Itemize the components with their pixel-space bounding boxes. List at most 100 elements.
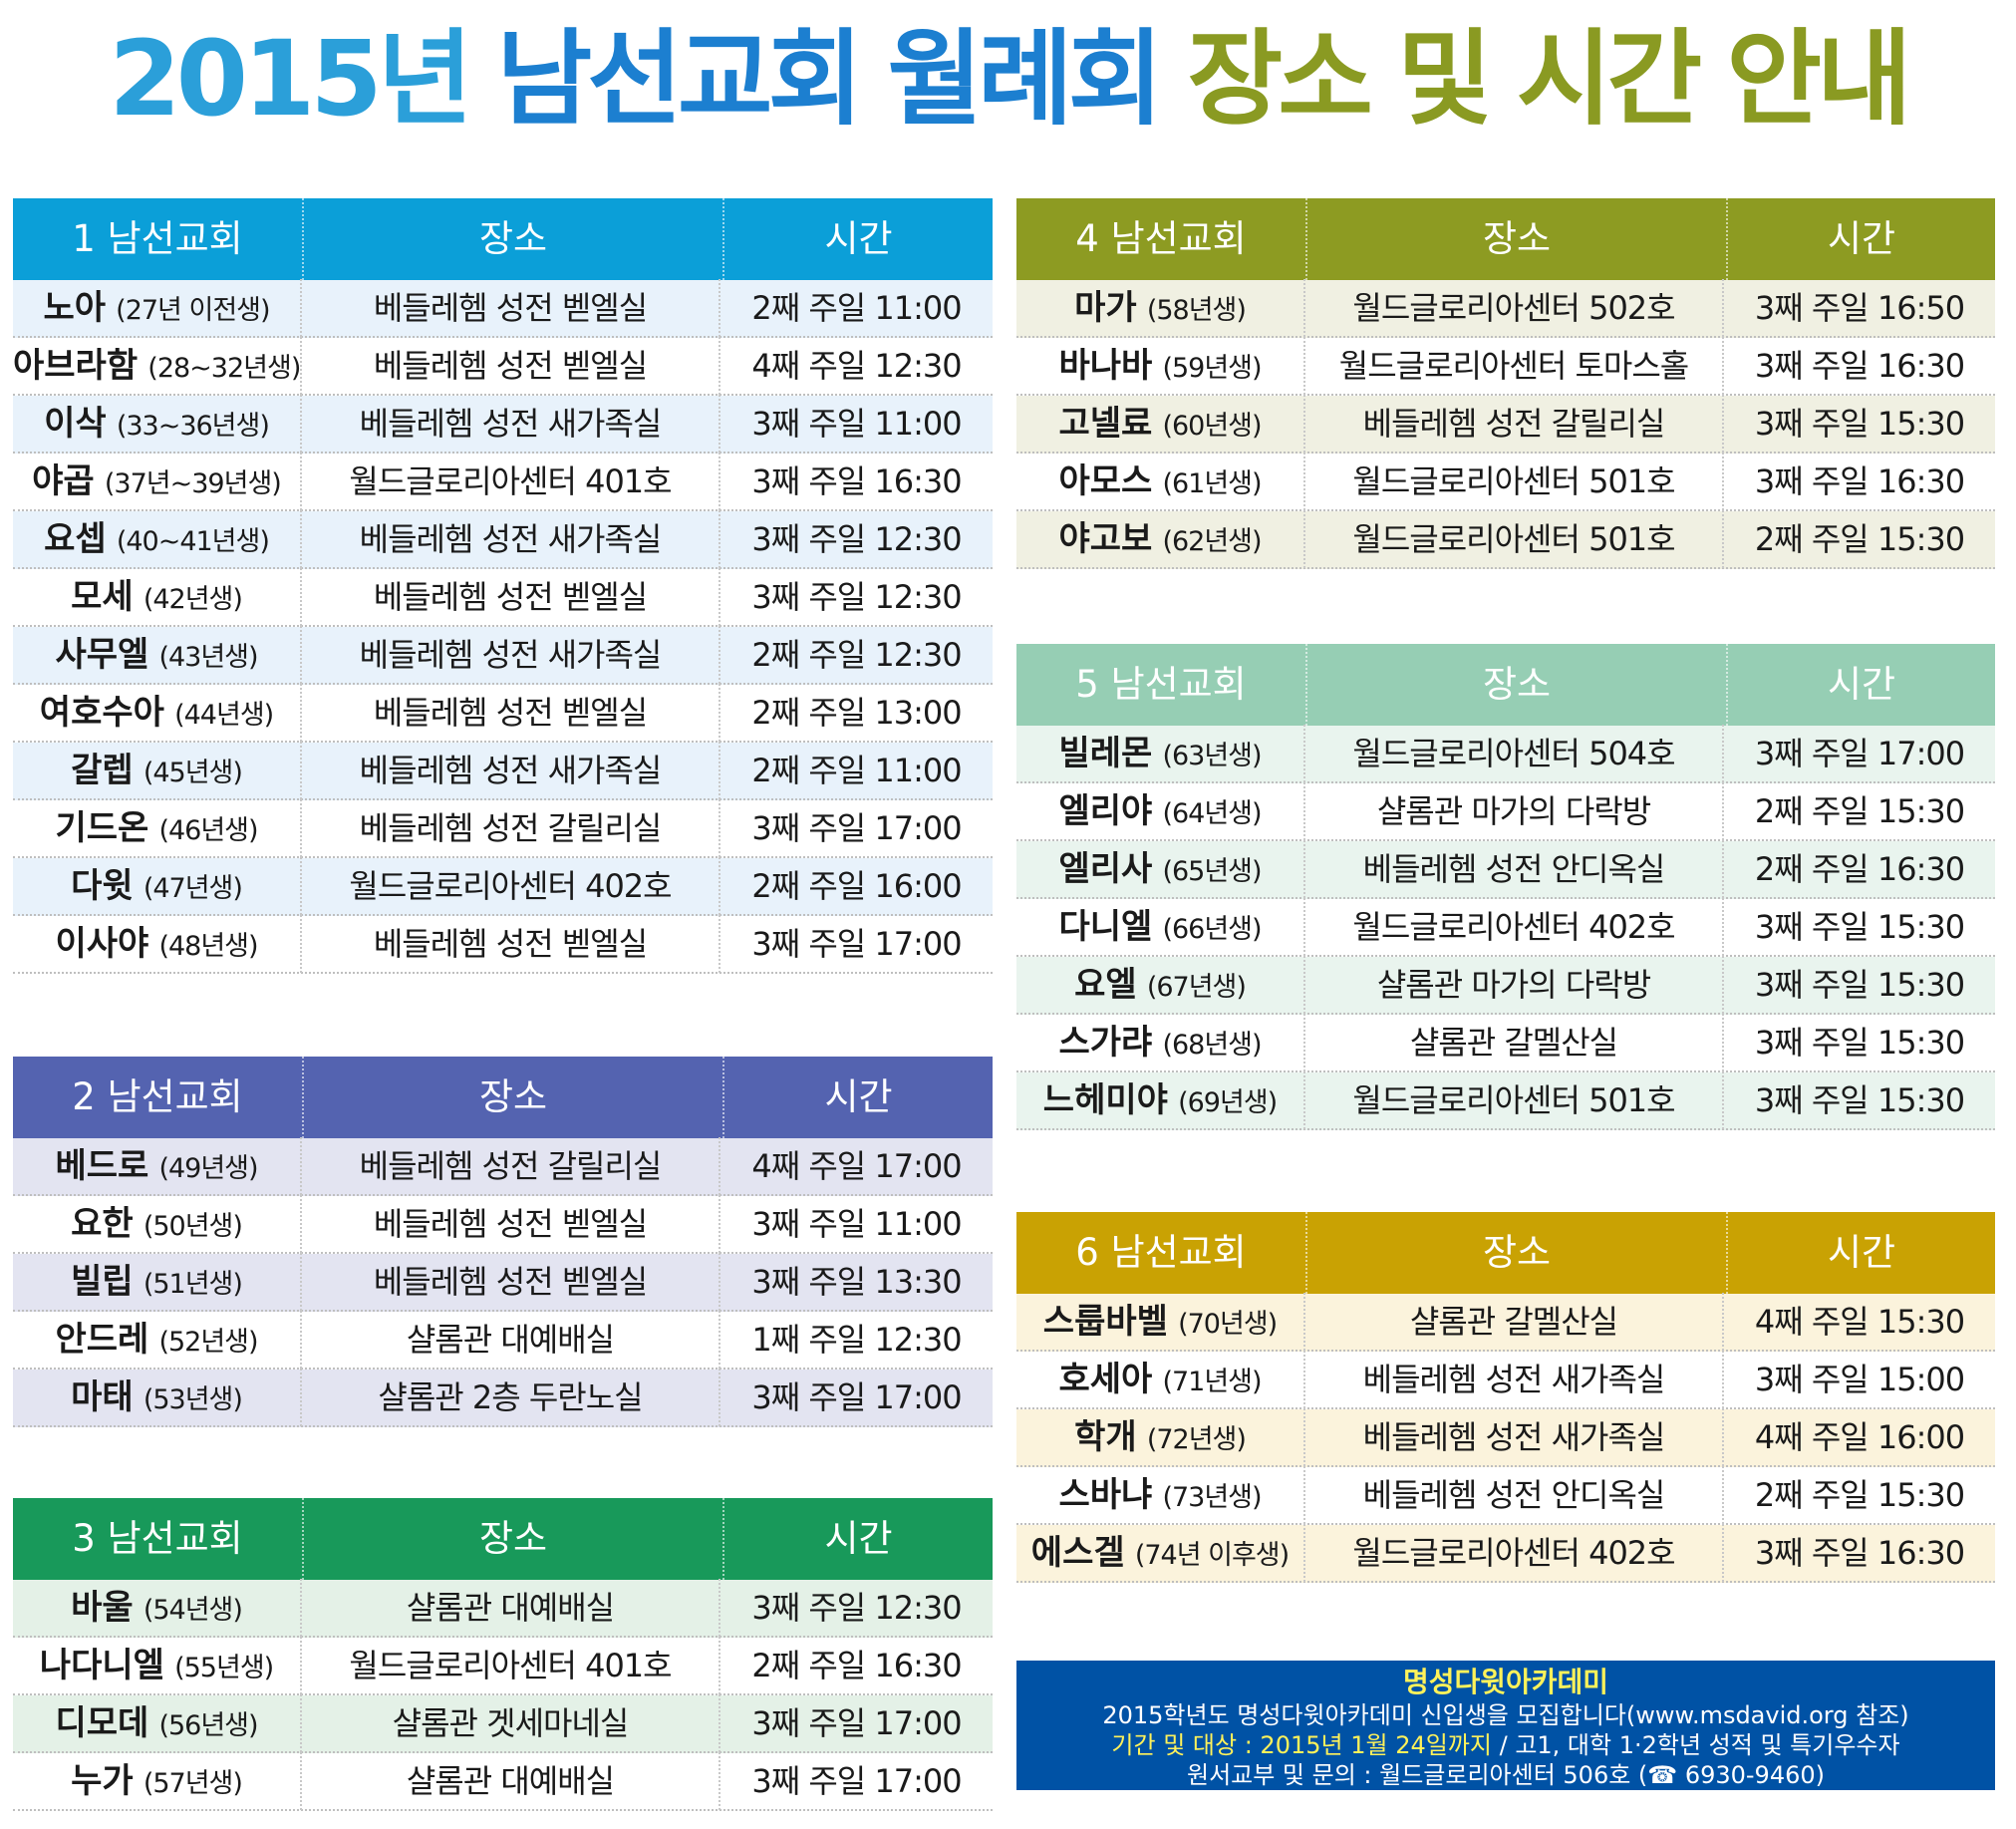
group-name-cell: 사무엘 (43년생) xyxy=(13,626,302,684)
birth-years: (57년생) xyxy=(143,1768,243,1799)
meeting-place: 베들레헴 성전 벧엘실 xyxy=(302,1253,720,1311)
meeting-time: 3째 주일 16:50 xyxy=(1754,289,1965,327)
meeting-time: 3째 주일 13:30 xyxy=(751,1263,962,1301)
group-name-cell: 다니엘 (66년생) xyxy=(1016,898,1305,956)
birth-years: (59년생) xyxy=(1162,353,1262,384)
birth-years: (40~41년생) xyxy=(116,526,270,557)
group-name-cell: 엘리야 (64년생) xyxy=(1016,782,1305,840)
info-title: 명성다윗아카데미 xyxy=(1402,1666,1609,1698)
meeting-time: 3째 주일 16:30 xyxy=(1754,462,1965,500)
info-line-2: 기간 및 대상 : 2015년 1월 24일까지 / 고1, 대학 1·2학년 … xyxy=(1016,1730,1995,1760)
birth-years: (53년생) xyxy=(143,1384,243,1415)
meeting-time: 3째 주일 17:00 xyxy=(751,1704,962,1742)
birth-years: (45년생) xyxy=(143,758,243,788)
table-row: 요한 (50년생) 베들레헴 성전 벧엘실 3째 주일 11:00 xyxy=(13,1195,993,1254)
meeting-time: 1째 주일 12:30 xyxy=(751,1321,962,1359)
birth-years: (62년생) xyxy=(1162,526,1262,557)
group-name-cell: 기드온 (46년생) xyxy=(13,799,302,857)
group-name-cell: 마태 (53년생) xyxy=(13,1369,302,1426)
group-name: 빌레몬 xyxy=(1058,734,1153,773)
birth-years: (67년생) xyxy=(1146,972,1247,1003)
meeting-place: 베들레헴 성전 갈릴리실 xyxy=(302,1137,720,1195)
birth-years: (61년생) xyxy=(1162,468,1262,499)
birth-years: (28~32년생) xyxy=(147,353,301,384)
group-name: 고넬료 xyxy=(1058,404,1153,444)
group-name-cell: 요한 (50년생) xyxy=(13,1195,302,1253)
meeting-place: 월드글로리아센터 402호 xyxy=(1305,898,1724,956)
column-header-place: 장소 xyxy=(1307,1212,1728,1294)
group-name-cell: 빌립 (51년생) xyxy=(13,1253,302,1311)
table-row: 디모데 (56년생) 샬롬관 겟세마네실 3째 주일 17:00 xyxy=(13,1694,993,1753)
group-name-cell: 이사야 (48년생) xyxy=(13,915,302,973)
section-title: 2 남선교회 xyxy=(13,1057,304,1138)
info-target: / 고1, 대학 1·2학년 성적 및 특기우수자 xyxy=(1491,1731,1900,1759)
group-name: 마가 xyxy=(1074,288,1137,328)
group-name: 이삭 xyxy=(44,404,107,444)
birth-years: (63년생) xyxy=(1162,741,1262,771)
meeting-time: 2째 주일 12:30 xyxy=(751,636,962,674)
meeting-place: 월드글로리아센터 402호 xyxy=(302,857,720,915)
group-name: 스바냐 xyxy=(1058,1475,1153,1515)
group-name-cell: 야고보 (62년생) xyxy=(1016,510,1305,568)
group-name: 요셉 xyxy=(44,519,107,559)
table-row: 스가랴 (68년생) 샬롬관 갈멜산실 3째 주일 15:30 xyxy=(1016,1014,1995,1072)
group-name-cell: 호세아 (71년생) xyxy=(1016,1351,1305,1408)
group-name: 기드온 xyxy=(55,808,149,848)
section-1: 1 남선교회 장소 시간 노아 (27년 이전생) 베들레헴 성전 벧엘실 2째 주일 1… xyxy=(13,198,993,974)
table-row: 다윗 (47년생) 월드글로리아센터 402호 2째 주일 16:00 xyxy=(13,857,993,916)
meeting-time: 3째 주일 15:30 xyxy=(1754,1081,1965,1119)
academy-info-box: 명성다윗아카데미 2015학년도 명성다윗아카데미 신입생을 모집합니다(www… xyxy=(1016,1661,1995,1790)
group-name-cell: 스가랴 (68년생) xyxy=(1016,1014,1305,1071)
meeting-place: 베들레헴 성전 갈릴리실 xyxy=(302,799,720,857)
group-name-cell: 디모데 (56년생) xyxy=(13,1694,302,1752)
table-row: 야고보 (62년생) 월드글로리아센터 501호 2째 주일 15:30 xyxy=(1016,510,1995,569)
meeting-place: 샬롬관 대예배실 xyxy=(302,1579,720,1637)
table-row: 바울 (54년생) 샬롬관 대예배실 3째 주일 12:30 xyxy=(13,1579,993,1638)
section-5: 5 남선교회 장소 시간 빌레몬 (63년생) 월드글로리아센터 504호 3째 주일 1… xyxy=(1016,644,1995,1130)
group-name-cell: 다윗 (47년생) xyxy=(13,857,302,915)
meeting-time: 4째 주일 16:00 xyxy=(1754,1418,1965,1456)
group-name-cell: 모세 (42년생) xyxy=(13,568,302,626)
meeting-time: 3째 주일 17:00 xyxy=(751,1378,962,1416)
group-name: 엘리사 xyxy=(1058,849,1153,889)
table-row: 사무엘 (43년생) 베들레헴 성전 새가족실 2째 주일 12:30 xyxy=(13,626,993,685)
table-row: 베드로 (49년생) 베들레헴 성전 갈릴리실 4째 주일 17:00 xyxy=(13,1137,993,1196)
table-row: 바나바 (59년생) 월드글로리아센터 토마스홀 3째 주일 16:30 xyxy=(1016,337,1995,396)
meeting-place: 샬롬관 겟세마네실 xyxy=(302,1694,720,1752)
meeting-place: 베들레헴 성전 새가족실 xyxy=(1305,1351,1724,1408)
table-row: 느헤미야 (69년생) 월드글로리아센터 501호 3째 주일 15:30 xyxy=(1016,1071,1995,1130)
title-part: 및 xyxy=(1397,18,1493,140)
group-name-cell: 요엘 (67년생) xyxy=(1016,956,1305,1014)
meeting-time: 2째 주일 16:30 xyxy=(751,1647,962,1684)
meeting-time: 3째 주일 16:30 xyxy=(1754,347,1965,385)
birth-years: (46년생) xyxy=(158,815,258,846)
meeting-time: 3째 주일 16:30 xyxy=(751,462,962,500)
group-name: 마태 xyxy=(71,1377,134,1417)
meeting-place: 베들레헴 성전 새가족실 xyxy=(302,626,720,684)
info-line-1: 2015학년도 명성다윗아카데미 신입생을 모집합니다(www.msdavid.… xyxy=(1102,1701,1909,1729)
section-title: 1 남선교회 xyxy=(13,198,304,280)
meeting-time: 2째 주일 16:30 xyxy=(1754,850,1965,888)
group-name-cell: 여호수아 (44년생) xyxy=(13,684,302,742)
birth-years: (74년 이후생) xyxy=(1134,1540,1290,1571)
table-row: 나다니엘 (55년생) 월드글로리아센터 401호 2째 주일 16:30 xyxy=(13,1637,993,1695)
birth-years: (51년생) xyxy=(143,1269,243,1300)
column-header-time: 시간 xyxy=(1827,217,1896,260)
birth-years: (49년생) xyxy=(158,1153,258,1184)
group-name: 야곱 xyxy=(32,461,95,501)
meeting-place: 월드글로리아센터 401호 xyxy=(302,1637,720,1694)
group-name: 노아 xyxy=(43,288,106,328)
meeting-place: 베들레헴 성전 벧엘실 xyxy=(302,568,720,626)
table-row: 모세 (42년생) 베들레헴 성전 벧엘실 3째 주일 12:30 xyxy=(13,568,993,627)
group-name-cell: 빌레몬 (63년생) xyxy=(1016,725,1305,782)
section-title: 3 남선교회 xyxy=(13,1498,304,1580)
group-name: 아브라함 xyxy=(13,346,139,386)
group-name-cell: 아브라함 (28~32년생) xyxy=(13,337,302,395)
meeting-place: 베들레헴 성전 갈릴리실 xyxy=(1305,395,1724,453)
meeting-time: 2째 주일 11:00 xyxy=(751,289,962,327)
table-row: 빌립 (51년생) 베들레헴 성전 벧엘실 3째 주일 13:30 xyxy=(13,1253,993,1312)
birth-years: (64년생) xyxy=(1162,798,1262,829)
meeting-place: 베들레헴 성전 안디옥실 xyxy=(1305,840,1724,898)
column-header-time: 시간 xyxy=(824,1075,893,1118)
info-line-3: 원서교부 및 문의 : 월드글로리아센터 506호 (☎ 6930-9460) xyxy=(1186,1761,1825,1789)
